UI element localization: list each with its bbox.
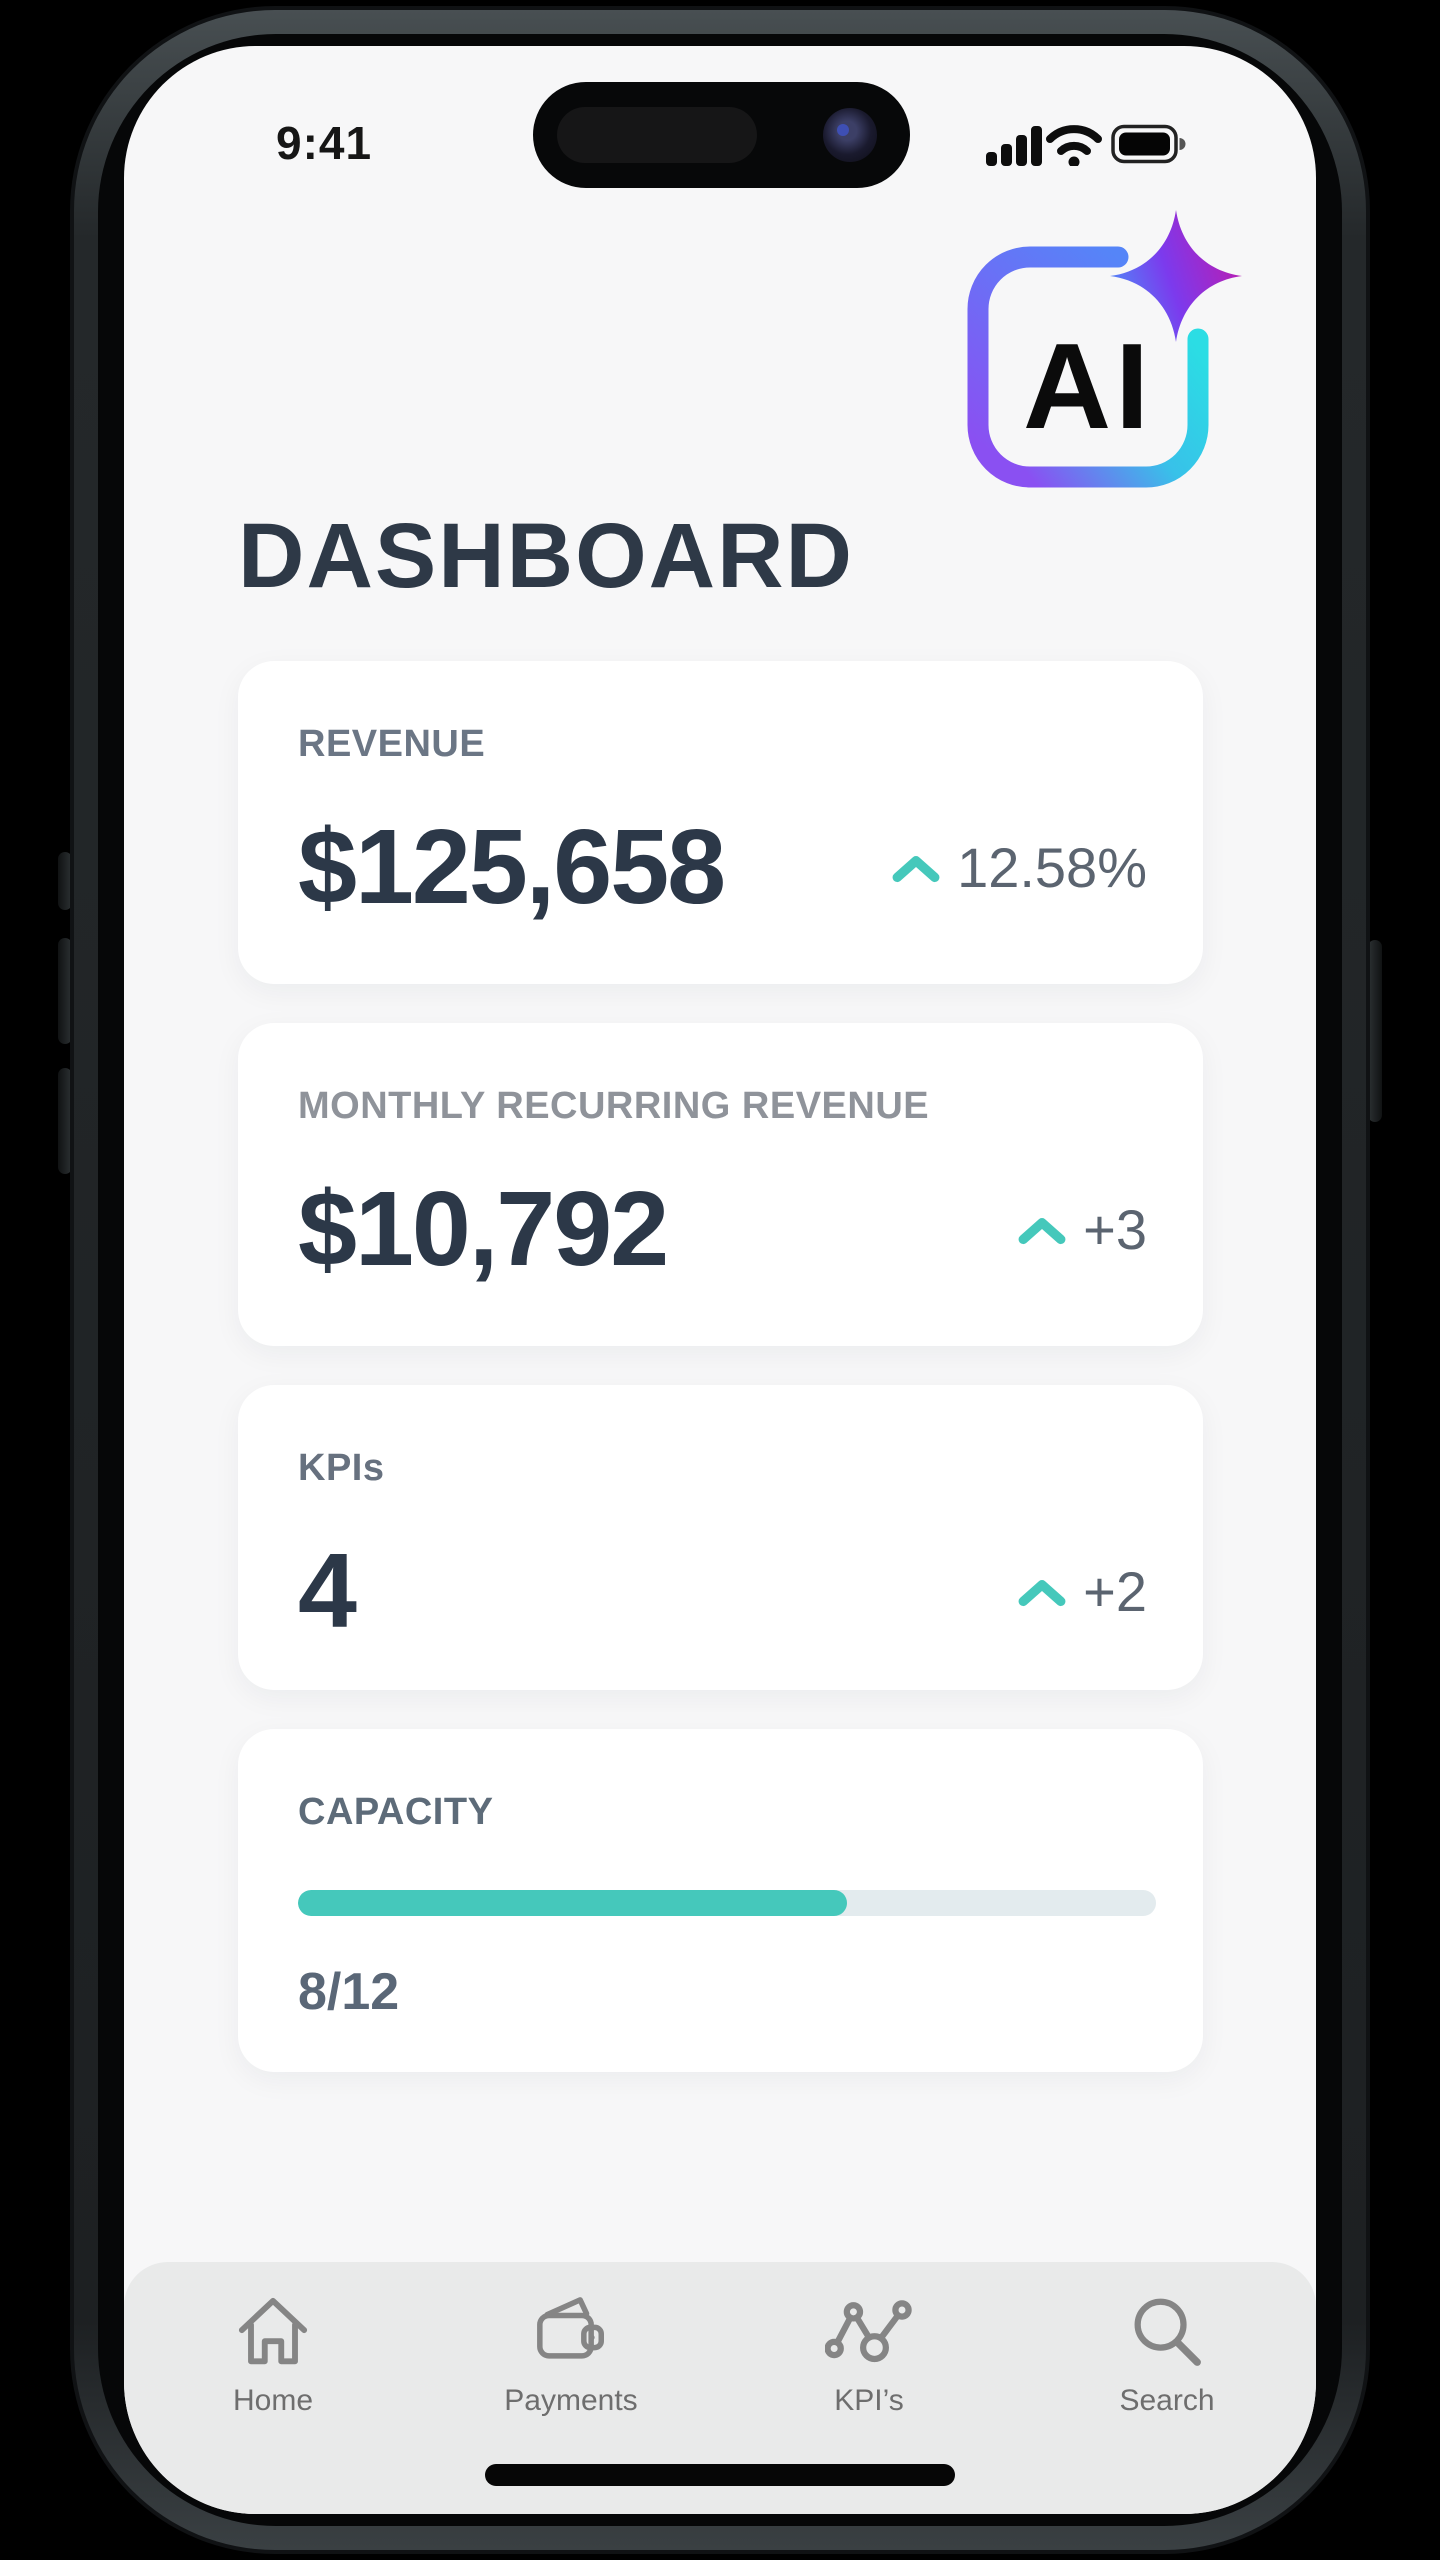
mrr-card[interactable]: MONTHLY RECURRING REVENUE $10,792 +3	[238, 1023, 1203, 1346]
battery-icon	[1111, 124, 1186, 164]
revenue-delta: 12.58%	[891, 835, 1147, 900]
search-icon	[1134, 2298, 1201, 2366]
kpis-card[interactable]: KPIs 4 +2	[238, 1385, 1203, 1690]
nav-label: Payments	[504, 2384, 638, 2417]
capacity-card[interactable]: CAPACITY 8/12	[238, 1729, 1203, 2072]
phone-frame: 9:41	[70, 6, 1370, 2554]
capacity-label: CAPACITY	[298, 1791, 494, 1833]
cellular-signal-icon	[986, 126, 1042, 166]
volume-down-button	[58, 1068, 72, 1174]
status-time: 9:41	[276, 117, 373, 169]
capacity-progress-fill	[298, 1890, 848, 1916]
nav-item-payments[interactable]: Payments	[471, 2288, 671, 2418]
card-list: REVENUE $125,658 12.58% MONTHLY RECURRIN…	[238, 661, 1203, 2072]
logo-text: AI	[1023, 318, 1153, 454]
kpis-delta-value: +2	[1083, 1560, 1147, 1624]
action-button	[58, 852, 72, 910]
nav-label: Search	[1119, 2384, 1215, 2417]
kpi-chart-icon	[825, 2300, 912, 2363]
kpis-value: 4	[298, 1532, 357, 1650]
revenue-delta-value: 12.58%	[957, 836, 1147, 900]
speaker-sensor	[557, 107, 757, 163]
home-icon	[238, 2297, 308, 2365]
wallet-icon	[537, 2297, 604, 2359]
status-icons	[986, 124, 1186, 166]
page-title: DASHBOARD	[238, 505, 854, 607]
phone-screen: 9:41	[124, 46, 1316, 2514]
mrr-label: MONTHLY RECURRING REVENUE	[298, 1085, 930, 1127]
nav-item-home[interactable]: Home	[173, 2288, 373, 2418]
wifi-icon	[1046, 125, 1102, 166]
trend-up-icon	[892, 855, 940, 882]
bottom-nav: Home Payments	[124, 2262, 1316, 2514]
revenue-value: $125,658	[298, 808, 726, 926]
trend-up-icon	[1018, 1579, 1066, 1606]
power-button	[1368, 940, 1382, 1122]
revenue-label: REVENUE	[298, 723, 486, 765]
kpis-delta: +2	[1017, 1559, 1147, 1624]
nav-item-search[interactable]: Search	[1067, 2288, 1267, 2418]
revenue-card[interactable]: REVENUE $125,658 12.58%	[238, 661, 1203, 984]
front-camera-icon	[823, 108, 877, 162]
kpis-label: KPIs	[298, 1447, 385, 1489]
nav-label: KPI’s	[834, 2384, 904, 2417]
mrr-value: $10,792	[298, 1170, 669, 1288]
dynamic-island	[533, 82, 910, 188]
mrr-delta-value: +3	[1083, 1198, 1147, 1262]
ai-logo[interactable]: AI	[967, 208, 1242, 488]
mrr-delta: +3	[1017, 1197, 1147, 1262]
trend-up-icon	[1018, 1217, 1066, 1244]
home-indicator[interactable]	[485, 2464, 955, 2486]
capacity-progress-track	[298, 1890, 1156, 1916]
logo-square-icon	[967, 246, 1209, 488]
sparkle-icon	[1110, 210, 1242, 342]
volume-up-button	[58, 938, 72, 1044]
capacity-fraction: 8/12	[298, 1963, 400, 2021]
nav-item-kpis[interactable]: KPI’s	[769, 2288, 969, 2418]
nav-label: Home	[232, 2384, 314, 2417]
